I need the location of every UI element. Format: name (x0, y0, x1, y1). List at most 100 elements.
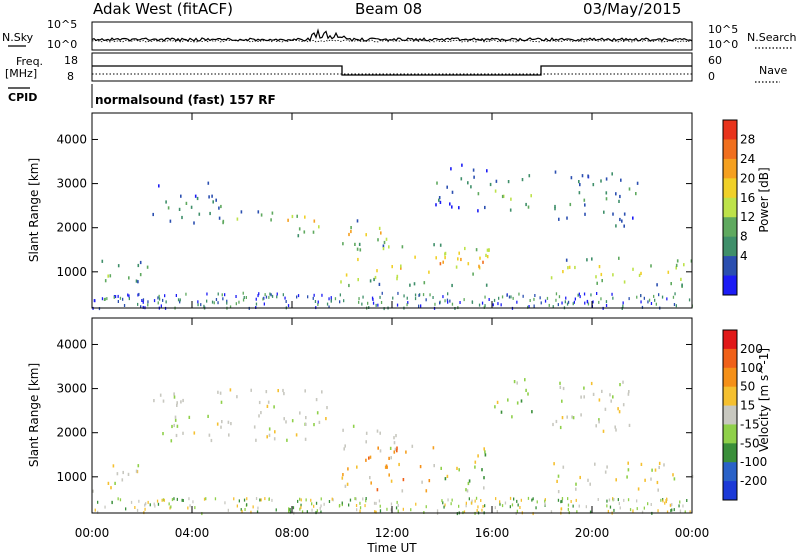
ground-scatter-cell (532, 497, 534, 501)
data-cell (553, 462, 555, 466)
data-cell (291, 214, 294, 219)
ground-scatter-cell (140, 305, 142, 309)
data-cell (396, 277, 398, 281)
data-cell (218, 216, 221, 220)
data-cell (219, 391, 222, 395)
data-cell (623, 280, 626, 284)
y-tick-label: 2000 (56, 221, 87, 235)
ground-scatter-cell (535, 506, 537, 510)
ground-scatter-cell (650, 302, 653, 305)
data-cell (619, 383, 621, 387)
ground-scatter-cell (238, 499, 240, 503)
ground-scatter-cell (250, 510, 252, 514)
data-cell (283, 392, 285, 396)
data-cell (470, 185, 472, 189)
ground-scatter-cell (157, 301, 159, 305)
ground-scatter-cell (361, 302, 363, 306)
ground-scatter-cell (589, 510, 592, 514)
data-cell (270, 218, 272, 222)
data-cell (456, 466, 458, 470)
ground-scatter-cell (679, 509, 682, 513)
data-cell (464, 246, 466, 251)
data-cell (619, 194, 621, 199)
ground-scatter-cell (544, 502, 546, 506)
ground-scatter-cell (354, 497, 356, 501)
data-cell (182, 398, 184, 403)
ground-scatter-cell (501, 504, 504, 508)
ground-scatter-cell (269, 292, 271, 296)
ground-scatter-cell (459, 301, 461, 304)
data-cell (520, 399, 523, 403)
ground-scatter-cell (444, 299, 446, 303)
ground-scatter-cell (372, 301, 375, 305)
data-cell (340, 280, 342, 284)
power-colorbar-tick: 12 (740, 210, 755, 224)
ground-scatter-cell (481, 508, 483, 512)
ground-scatter-cell (330, 296, 332, 300)
data-cell (218, 206, 220, 210)
ground-scatter-cell (163, 498, 165, 502)
velocity-colorbar-tick: -15 (740, 417, 760, 431)
ground-scatter-cell (570, 500, 572, 503)
ground-scatter-cell (201, 512, 203, 516)
data-cell (374, 275, 377, 280)
data-cell (486, 169, 488, 173)
colorbar-segment (723, 367, 737, 388)
ground-scatter-cell (410, 508, 412, 512)
ground-scatter-cell (138, 292, 140, 296)
data-cell (604, 470, 607, 474)
data-cell (383, 240, 386, 245)
data-cell (658, 465, 660, 470)
data-cell (394, 447, 397, 451)
data-cell (316, 411, 319, 415)
ground-scatter-cell (463, 298, 465, 302)
colorbar-segment (723, 481, 737, 501)
nsky-label: N.Sky (2, 31, 34, 44)
data-cell (365, 431, 368, 435)
data-cell (305, 416, 307, 420)
data-cell (182, 431, 184, 435)
data-cell (287, 218, 289, 222)
data-cell (296, 214, 298, 218)
data-cell (626, 475, 628, 479)
data-cell (384, 465, 387, 469)
data-cell (592, 392, 595, 396)
data-cell (171, 424, 173, 429)
ground-scatter-cell (655, 302, 657, 306)
ground-scatter-cell (355, 497, 357, 501)
data-cell (388, 473, 390, 477)
data-cell (277, 389, 279, 393)
data-cell (683, 263, 685, 267)
ground-scatter-cell (548, 303, 550, 307)
ground-scatter-cell (142, 300, 144, 304)
data-cell (173, 423, 175, 428)
data-cell (210, 438, 213, 443)
data-cell (606, 465, 608, 469)
colorbar-segment (723, 217, 737, 238)
data-cell (373, 277, 375, 282)
data-cell (482, 260, 484, 264)
ground-scatter-cell (552, 305, 554, 309)
ground-scatter-cell (380, 301, 383, 304)
ground-scatter-cell (300, 505, 302, 509)
data-cell (483, 476, 485, 480)
data-cell (440, 466, 442, 470)
ground-scatter-cell (661, 295, 664, 299)
data-cell (342, 428, 344, 432)
data-cell (483, 447, 485, 451)
data-cell (391, 265, 393, 269)
data-cell (354, 242, 356, 246)
data-cell (611, 172, 613, 176)
data-cell (444, 477, 447, 481)
ground-scatter-cell (377, 303, 379, 307)
data-cell (266, 404, 269, 408)
ground-scatter-cell (587, 302, 590, 306)
ground-scatter-cell (165, 300, 167, 304)
data-cell (180, 194, 182, 198)
ground-scatter-cell (564, 300, 566, 304)
data-cell (438, 198, 440, 202)
data-cell (472, 272, 474, 276)
data-cell (587, 174, 589, 178)
x-tick-label: 20:00 (575, 526, 610, 540)
ground-scatter-cell (306, 510, 308, 514)
